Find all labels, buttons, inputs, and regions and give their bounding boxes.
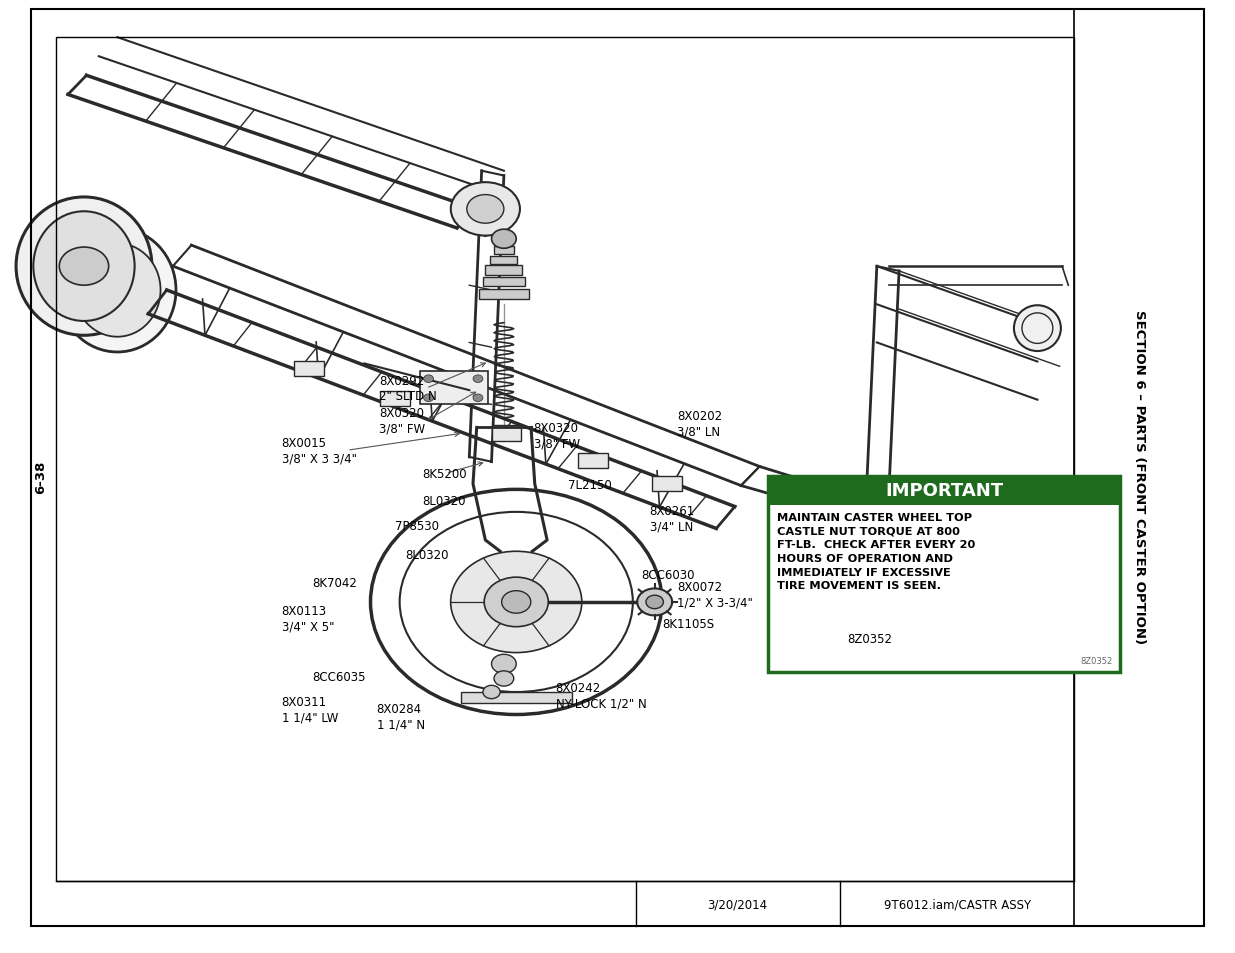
Circle shape bbox=[484, 578, 548, 627]
Text: 7P8530: 7P8530 bbox=[395, 519, 440, 533]
Bar bbox=[294, 361, 324, 376]
Text: 8X0320
3/8" FW: 8X0320 3/8" FW bbox=[379, 407, 425, 436]
Circle shape bbox=[59, 248, 109, 286]
Bar bbox=[490, 256, 517, 264]
Text: 9T6012.iam/CASTR ASSY: 9T6012.iam/CASTR ASSY bbox=[883, 898, 1031, 911]
Ellipse shape bbox=[1029, 524, 1066, 562]
Bar bbox=[1074, 10, 1204, 926]
Bar bbox=[483, 277, 525, 287]
Bar bbox=[768, 476, 1120, 505]
Bar bbox=[652, 476, 682, 492]
Text: 8X0202
3/8" LN: 8X0202 3/8" LN bbox=[677, 410, 722, 438]
Circle shape bbox=[646, 596, 663, 609]
Ellipse shape bbox=[74, 244, 161, 337]
Bar bbox=[494, 247, 514, 254]
Circle shape bbox=[451, 183, 520, 236]
Circle shape bbox=[451, 552, 582, 653]
Text: 8X0015
3/8" X 3 3/4": 8X0015 3/8" X 3 3/4" bbox=[282, 436, 357, 465]
Bar bbox=[56, 38, 1074, 882]
Bar bbox=[461, 692, 572, 703]
Text: 8CC6035: 8CC6035 bbox=[312, 670, 366, 683]
Text: 8K5200: 8K5200 bbox=[422, 467, 467, 480]
Bar bbox=[420, 372, 488, 405]
Text: SECTION 6 – PARTS (FRONT CASTER OPTION): SECTION 6 – PARTS (FRONT CASTER OPTION) bbox=[1132, 310, 1146, 643]
Text: 8CC6030: 8CC6030 bbox=[641, 568, 694, 581]
Text: 8X0320
3/8" FW: 8X0320 3/8" FW bbox=[534, 421, 579, 450]
Ellipse shape bbox=[1014, 306, 1061, 352]
Bar bbox=[768, 476, 1120, 672]
Circle shape bbox=[494, 671, 514, 686]
Text: 8K1105S: 8K1105S bbox=[662, 618, 714, 631]
Text: 8K7042: 8K7042 bbox=[312, 577, 357, 590]
Circle shape bbox=[501, 591, 531, 614]
Bar bbox=[492, 426, 521, 441]
Text: 8L0320: 8L0320 bbox=[422, 495, 466, 508]
Circle shape bbox=[492, 655, 516, 674]
Text: 8X0242
NY-LOCK 1/2" N: 8X0242 NY-LOCK 1/2" N bbox=[556, 681, 646, 710]
Bar bbox=[479, 290, 529, 299]
Text: 8L0320: 8L0320 bbox=[405, 548, 448, 561]
Ellipse shape bbox=[59, 229, 177, 353]
Text: 8X0284
1 1/4" N: 8X0284 1 1/4" N bbox=[377, 702, 425, 731]
Text: 8Z0352: 8Z0352 bbox=[847, 632, 892, 645]
Circle shape bbox=[467, 195, 504, 224]
Circle shape bbox=[424, 375, 433, 383]
Text: 8X0311
1 1/4" LW: 8X0311 1 1/4" LW bbox=[282, 695, 338, 723]
Circle shape bbox=[424, 395, 433, 402]
Text: IMPORTANT: IMPORTANT bbox=[885, 482, 1003, 499]
Circle shape bbox=[483, 685, 500, 699]
Circle shape bbox=[473, 375, 483, 383]
Text: 3/20/2014: 3/20/2014 bbox=[708, 898, 767, 911]
Circle shape bbox=[637, 589, 672, 616]
Text: 7L2150: 7L2150 bbox=[568, 478, 611, 492]
Bar bbox=[578, 454, 608, 469]
Text: 8Z0352: 8Z0352 bbox=[1081, 657, 1113, 665]
Ellipse shape bbox=[16, 198, 152, 336]
Text: 8X0261
3/4" LN: 8X0261 3/4" LN bbox=[650, 504, 695, 533]
Bar bbox=[380, 392, 410, 407]
Text: 6-38: 6-38 bbox=[35, 460, 47, 493]
Ellipse shape bbox=[33, 213, 135, 322]
Circle shape bbox=[473, 395, 483, 402]
Text: 8X0072
1/2" X 3-3/4": 8X0072 1/2" X 3-3/4" bbox=[677, 580, 752, 609]
Text: MAINTAIN CASTER WHEEL TOP
CASTLE NUT TORQUE AT 800
FT-LB.  CHECK AFTER EVERY 20
: MAINTAIN CASTER WHEEL TOP CASTLE NUT TOR… bbox=[777, 513, 976, 591]
Bar bbox=[485, 266, 522, 275]
Text: 8X0292
2" SLTD N: 8X0292 2" SLTD N bbox=[379, 375, 437, 403]
Text: 8X0113
3/4" X 5": 8X0113 3/4" X 5" bbox=[282, 604, 335, 633]
Circle shape bbox=[492, 230, 516, 249]
